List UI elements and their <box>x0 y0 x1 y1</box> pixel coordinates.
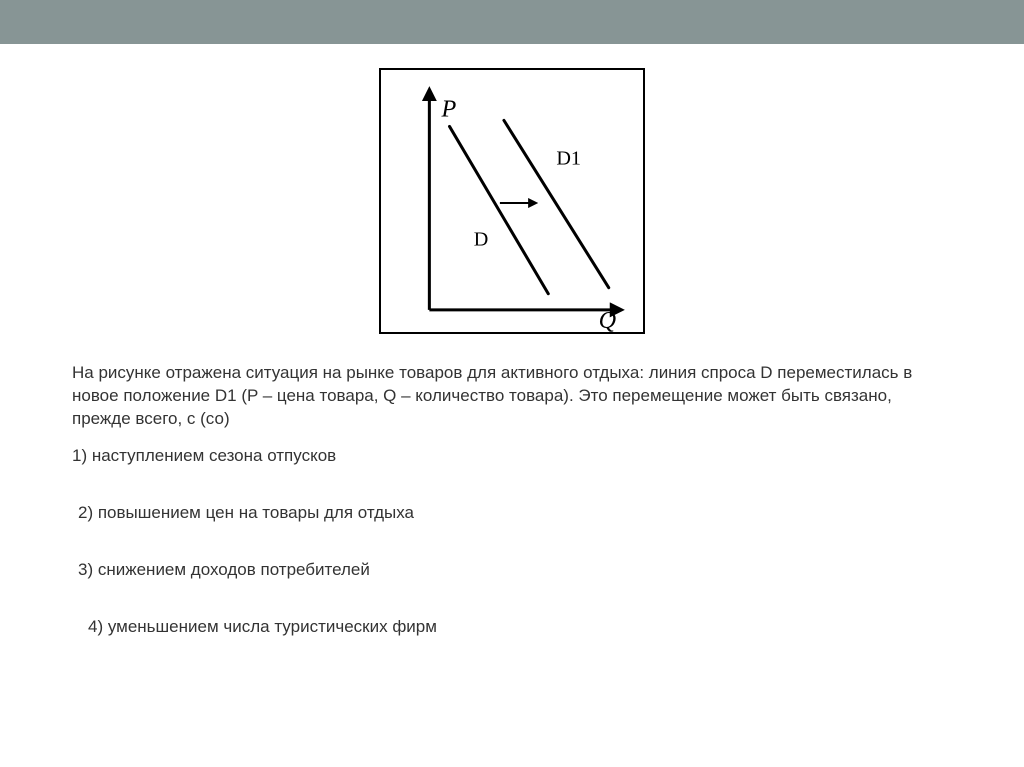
content-area: P Q D D1 На рисунке отражена ситуация на ры… <box>0 44 1024 639</box>
option-1: 1) наступлением сезона отпусков <box>72 445 952 468</box>
option-4: 4) уменьшением числа туристических фирм <box>88 616 952 639</box>
curve-d1 <box>504 120 609 287</box>
label-d1: D1 <box>556 148 581 170</box>
label-q: Q <box>599 307 616 332</box>
option-2: 2) повышением цен на товары для отдыха <box>78 502 952 525</box>
chart-svg: P Q D D1 <box>381 70 643 332</box>
top-bar <box>0 0 1024 44</box>
option-3: 3) снижением доходов потребителей <box>78 559 952 582</box>
curve-d <box>450 126 549 293</box>
question-text: На рисунке отражена ситуация на рынке то… <box>72 362 952 431</box>
demand-shift-chart: P Q D D1 <box>379 68 645 334</box>
label-d: D <box>474 228 489 250</box>
chart-wrapper: P Q D D1 <box>72 68 952 334</box>
label-p: P <box>440 95 456 122</box>
